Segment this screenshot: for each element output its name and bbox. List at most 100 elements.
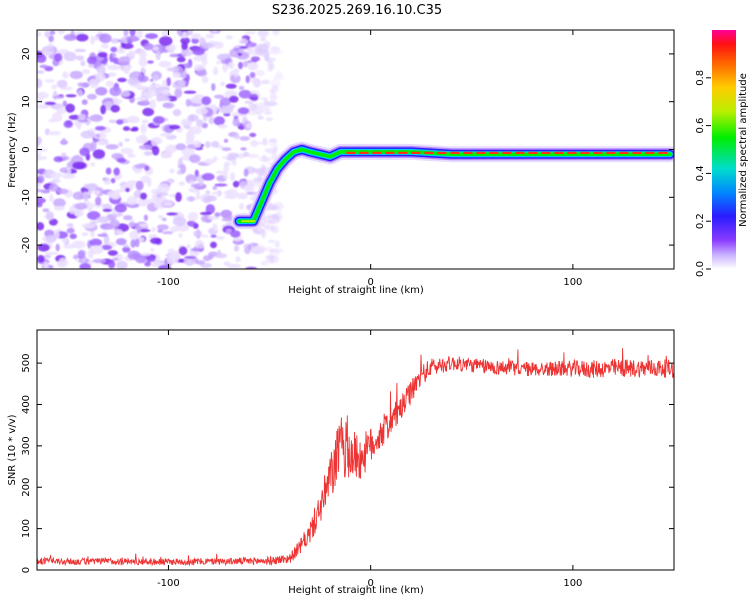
noise-blob xyxy=(244,31,256,35)
noise-blob xyxy=(269,46,280,55)
noise-blob xyxy=(189,154,201,163)
noise-blob xyxy=(49,194,54,202)
noise-blob xyxy=(109,219,120,228)
x-tick-label: 100 xyxy=(563,578,582,589)
noise-blob xyxy=(42,208,50,213)
noise-blob xyxy=(88,78,99,89)
noise-blob xyxy=(37,155,44,161)
noise-blob xyxy=(95,134,101,138)
noise-blob xyxy=(54,53,63,62)
noise-blob xyxy=(57,188,69,195)
noise-blob xyxy=(176,213,184,218)
noise-blob xyxy=(152,46,159,51)
noise-blob xyxy=(201,173,215,181)
noise-blob xyxy=(72,191,86,200)
noise-blob xyxy=(62,173,76,179)
noise-blob xyxy=(141,92,152,97)
noise-blob xyxy=(255,81,267,85)
noise-blob xyxy=(166,178,175,184)
y-tick-label: 20 xyxy=(21,48,32,61)
noise-blob xyxy=(233,245,240,252)
noise-blob xyxy=(260,36,267,42)
noise-blob xyxy=(249,132,257,138)
noise-blob xyxy=(111,153,124,160)
noise-blob xyxy=(110,38,121,44)
noise-blob xyxy=(227,61,235,70)
snr-x-label: Height of straight line (km) xyxy=(288,585,424,596)
noise-blob xyxy=(95,140,110,146)
noise-blob xyxy=(94,126,106,131)
noise-blob xyxy=(199,211,212,216)
noise-blob xyxy=(264,223,274,232)
noise-blob xyxy=(53,198,66,208)
noise-blob xyxy=(175,192,182,202)
noise-blob xyxy=(233,69,239,78)
noise-blob xyxy=(166,77,172,87)
noise-blob xyxy=(96,65,106,74)
noise-blob xyxy=(219,97,232,107)
noise-blob xyxy=(116,158,127,163)
noise-blob xyxy=(65,94,77,98)
noise-blob xyxy=(137,197,149,207)
noise-blob xyxy=(184,255,197,259)
noise-blob xyxy=(245,266,258,269)
noise-blob xyxy=(90,35,95,45)
noise-blob xyxy=(109,86,122,97)
noise-blob xyxy=(138,57,148,67)
noise-blob xyxy=(216,236,226,240)
spectrogram-y-ticks: -20 -10 0 10 20 xyxy=(21,48,674,253)
noise-blob xyxy=(135,135,149,144)
noise-blob xyxy=(250,93,259,102)
noise-blob xyxy=(102,208,113,212)
noise-blob xyxy=(79,263,91,269)
noise-blob xyxy=(77,250,86,260)
noise-blob xyxy=(227,263,242,269)
noise-blob xyxy=(267,214,280,219)
noise-blob xyxy=(268,239,275,244)
noise-blob xyxy=(193,140,202,148)
noise-blob xyxy=(185,74,190,82)
noise-blob xyxy=(44,79,55,83)
noise-blob xyxy=(162,231,174,235)
noise-blob xyxy=(151,193,158,202)
noise-blob xyxy=(214,212,221,218)
x-tick-label: -100 xyxy=(157,578,180,589)
noise-blob xyxy=(73,209,82,217)
noise-blob xyxy=(140,192,147,200)
noise-blob xyxy=(127,153,136,158)
noise-blob xyxy=(110,178,116,184)
noise-blob xyxy=(138,144,153,150)
noise-blob xyxy=(205,190,210,195)
noise-blob xyxy=(168,124,181,130)
noise-blob xyxy=(150,247,155,252)
noise-blob xyxy=(41,51,54,55)
snr-series xyxy=(37,348,674,567)
noise-blob xyxy=(126,196,138,206)
noise-blob xyxy=(238,38,249,45)
noise-blob xyxy=(174,88,183,98)
noise-blob xyxy=(82,191,90,201)
noise-blob xyxy=(113,167,120,176)
noise-blob xyxy=(140,123,147,134)
noise-blob xyxy=(116,49,126,54)
noise-blob xyxy=(205,33,215,39)
snr-panel: -100 0 100 0 100 200 300 400 500 Height of stra… xyxy=(7,329,675,596)
noise-blob xyxy=(107,64,121,71)
noise-blob xyxy=(245,42,257,48)
noise-blob xyxy=(196,119,204,127)
noise-blob xyxy=(201,57,208,66)
noise-blob xyxy=(77,82,85,87)
noise-blob xyxy=(157,215,164,219)
noise-blob xyxy=(138,49,147,60)
noise-blob xyxy=(194,239,205,250)
noise-blob xyxy=(81,99,88,105)
noise-blob xyxy=(111,52,117,58)
frequency-ridge xyxy=(231,141,674,230)
noise-blob xyxy=(201,76,209,84)
noise-blob xyxy=(205,204,215,215)
noise-blob xyxy=(97,233,108,237)
noise-blob xyxy=(107,250,118,256)
noise-blob xyxy=(58,257,68,268)
